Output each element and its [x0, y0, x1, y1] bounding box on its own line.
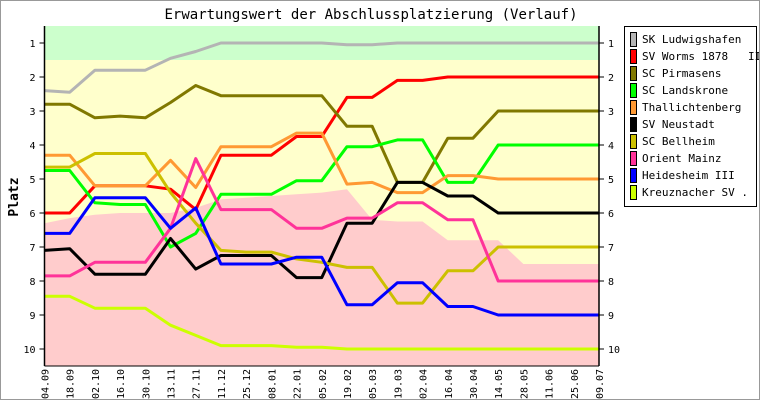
- legend-swatch: [630, 117, 637, 132]
- axes: 1 1 2 2 3 3 4 4 5 5 6 6 7 7 8 8 9 9 10 10 04.09 18.09 02.10 16.…: [23, 26, 620, 399]
- x-tick-label: 08.01: [267, 369, 278, 399]
- legend-label: SC Landskrone: [642, 84, 728, 97]
- x-tick-label: 18.09: [66, 369, 77, 399]
- y-tick-label-right: 3: [608, 107, 614, 118]
- y-tick-label-right: 8: [608, 277, 614, 288]
- x-tick-label: 19.03: [393, 369, 404, 399]
- series-line-0: [44, 41, 599, 94]
- y-tick-label-left: 3: [29, 107, 35, 118]
- x-tick-label: 11.12: [217, 369, 228, 399]
- y-tick-label-left: 2: [29, 73, 35, 84]
- y-tick-label-left: 5: [29, 175, 35, 186]
- x-tick-label: 13.11: [167, 369, 178, 399]
- y-tick-label-right: 5: [608, 175, 614, 186]
- x-tick-label: 14.05: [494, 369, 505, 399]
- legend-label: Kreuznacher SV .: [642, 186, 748, 199]
- y-tick-label-left: 9: [29, 311, 35, 322]
- series-line-9: [44, 294, 599, 351]
- legend-box: [624, 26, 757, 207]
- x-tick-label: 11.06: [545, 369, 556, 399]
- x-tick-label: 16.04: [444, 369, 455, 399]
- x-tick-label: 04.09: [41, 369, 52, 399]
- y-tick-label-left: 4: [29, 141, 35, 152]
- y-tick-label-right: 6: [608, 209, 614, 220]
- legend-swatch: [630, 32, 637, 47]
- x-tick-label: 02.10: [91, 369, 102, 399]
- y-tick-label-left: 8: [29, 277, 35, 288]
- legend-swatch: [630, 83, 637, 98]
- series-line-4: [44, 131, 599, 195]
- legend-swatch: [630, 49, 637, 64]
- legend-label: Thallichtenberg: [642, 101, 741, 114]
- series-line-7: [44, 157, 599, 283]
- series-lines: [44, 41, 599, 351]
- y-tick-label-left: 7: [29, 243, 35, 254]
- series-line-8: [44, 196, 599, 317]
- x-tick-label: 30.04: [469, 369, 480, 399]
- y-tick-label-right: 4: [608, 141, 614, 152]
- legend-label: SK Ludwigshafen: [642, 33, 741, 46]
- legend-swatch: [630, 185, 637, 200]
- y-axis-label: Platz: [7, 177, 22, 216]
- x-tick-label: 05.03: [368, 369, 379, 399]
- legend-swatch: [630, 134, 637, 149]
- x-tick-label: 05.02: [318, 369, 329, 399]
- legend-swatch: [630, 100, 637, 115]
- legend-label: Orient Mainz: [642, 152, 721, 165]
- x-tick-label: 09.07: [595, 369, 606, 399]
- legend-swatch: [630, 151, 637, 166]
- x-tick-label: 19.02: [343, 369, 354, 399]
- x-tick-label: 28.05: [519, 369, 530, 399]
- y-tick-label-left: 1: [29, 39, 35, 50]
- legend-label: SV Neustadt: [642, 118, 715, 131]
- chart-title: Erwartungswert der Abschlussplatzierung …: [164, 7, 577, 23]
- legend-label: SC Bellheim: [642, 135, 715, 148]
- y-tick-label-right: 7: [608, 243, 614, 254]
- x-tick-label: 25.06: [570, 369, 581, 399]
- legend-swatch: [630, 66, 637, 81]
- legend-swatch: [630, 168, 637, 183]
- series-line-2: [44, 84, 599, 184]
- legend-label: Heidesheim III: [642, 169, 735, 182]
- y-tick-label-right: 10: [608, 345, 620, 356]
- legend-label: SV Worms 1878 II: [642, 50, 760, 63]
- x-tick-label: 30.10: [141, 369, 152, 399]
- y-tick-label-left: 6: [29, 209, 35, 220]
- series-line-5: [44, 180, 599, 280]
- y-tick-label-left: 10: [23, 345, 35, 356]
- y-tick-label-right: 1: [608, 39, 614, 50]
- legend-label: SC Pirmasens: [642, 67, 721, 80]
- x-tick-label: 25.12: [242, 369, 253, 399]
- x-tick-label: 27.11: [192, 369, 203, 399]
- y-tick-label-right: 9: [608, 311, 614, 322]
- y-tick-label-right: 2: [608, 73, 614, 84]
- x-tick-label: 16.10: [116, 369, 127, 399]
- x-tick-label: 02.04: [419, 369, 430, 399]
- series-line-6: [44, 152, 599, 305]
- x-tick-label: 22.01: [293, 369, 304, 399]
- legend: SK Ludwigshafen SV Worms 1878 II SC Pirmas…: [624, 26, 760, 207]
- series-line-3: [44, 138, 599, 249]
